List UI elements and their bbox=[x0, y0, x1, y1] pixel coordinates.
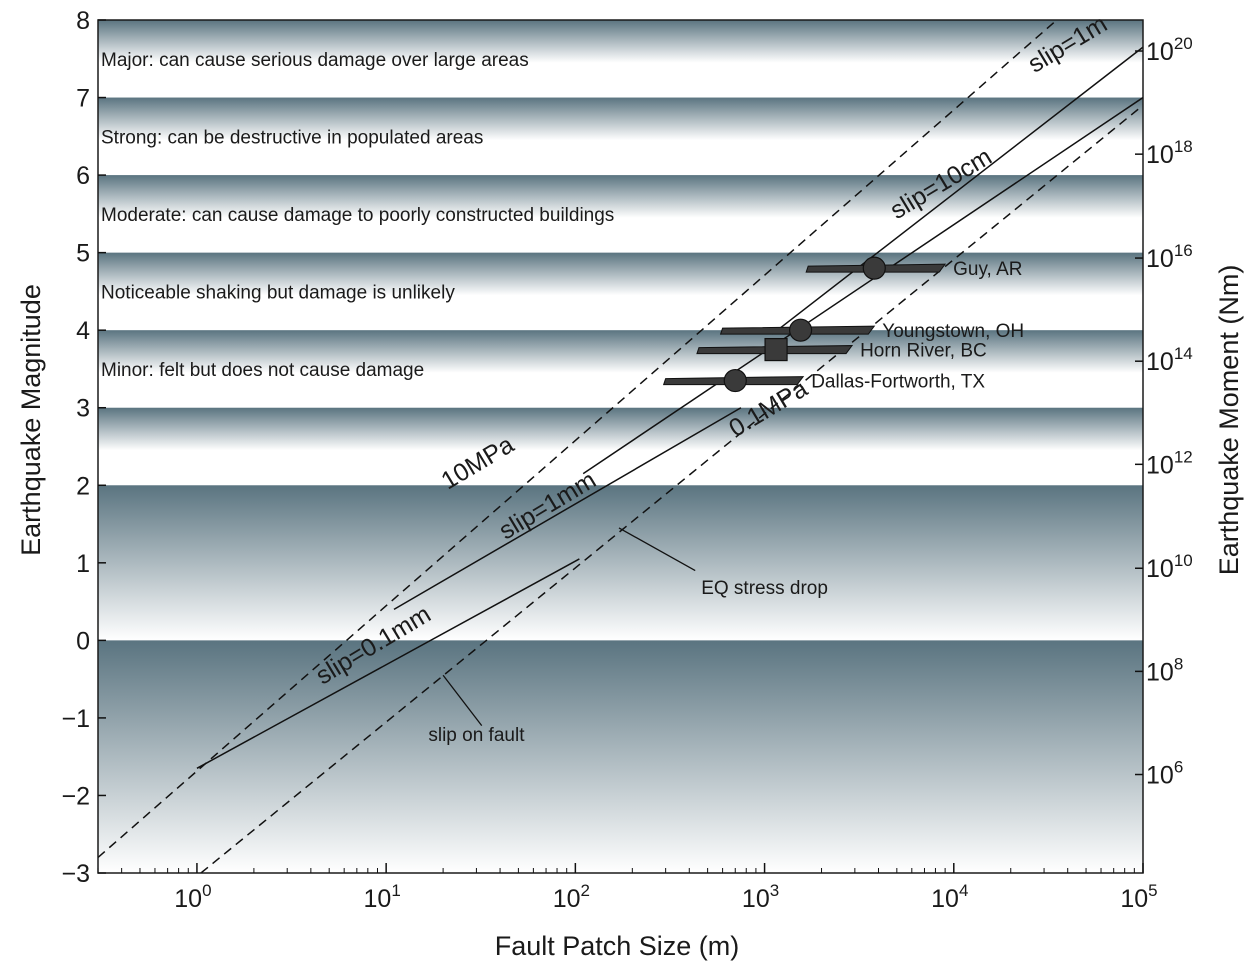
x-tick-label: 101 bbox=[364, 881, 401, 913]
y2-tick-label: 1014 bbox=[1146, 344, 1193, 376]
magnitude-band bbox=[98, 485, 1143, 641]
y2-tick-label: 1018 bbox=[1146, 137, 1193, 169]
y-tick-label: 1 bbox=[76, 550, 90, 578]
band-label: Major: can cause serious damage over lar… bbox=[101, 50, 529, 71]
y2-tick-label: 106 bbox=[1146, 758, 1183, 790]
x-tick-label: 105 bbox=[1120, 881, 1157, 913]
x-axis-title: Fault Patch Size (m) bbox=[495, 931, 740, 961]
earthquake-marker bbox=[862, 256, 886, 280]
y2-tick-label: 1012 bbox=[1146, 447, 1193, 479]
y2-tick-label: 1016 bbox=[1146, 241, 1193, 273]
y-tick-label: −3 bbox=[61, 860, 90, 888]
earthquake-label: Horn River, BC bbox=[860, 341, 987, 362]
earthquake-label: Youngstown, OH bbox=[882, 321, 1024, 342]
band-label: Noticeable shaking but damage is unlikel… bbox=[101, 282, 455, 303]
slip-line bbox=[771, 46, 1143, 335]
axes: 8 7 6 5 4 3 2 1 0 −1 −2 −3 100 101 102 103 104 105 1020 101… bbox=[61, 7, 1192, 913]
magnitude-band bbox=[98, 330, 1143, 408]
y-tick-label: −2 bbox=[61, 782, 90, 810]
stress-drop-line bbox=[200, 104, 1143, 873]
annotation-pointer bbox=[442, 674, 483, 727]
magnitude-band bbox=[98, 97, 1143, 176]
plot-frame bbox=[97, 19, 1144, 874]
earthquake-marker bbox=[764, 337, 788, 362]
y2-tick-label: 1020 bbox=[1146, 34, 1193, 66]
scaling-lines bbox=[98, 20, 1143, 873]
slip-line bbox=[582, 96, 1143, 475]
magnitude-band bbox=[98, 640, 1143, 873]
slip-line bbox=[196, 558, 580, 769]
x-tick-label: 102 bbox=[553, 881, 590, 913]
slip-line bbox=[393, 407, 742, 610]
earthquake-label: Guy, AR bbox=[953, 259, 1022, 280]
annotation-label: slip on fault bbox=[428, 725, 525, 746]
band-label: Strong: can be destructive in populated … bbox=[101, 127, 483, 148]
y2-axis-title: Earthquake Moment (Nm) bbox=[1214, 265, 1244, 576]
earthquake-marker bbox=[723, 368, 747, 393]
x-tick-label: 100 bbox=[174, 881, 211, 913]
magnitude-band bbox=[98, 252, 1143, 331]
magnitude-band bbox=[98, 407, 1143, 486]
y-tick-label: 2 bbox=[76, 472, 90, 500]
y-tick-label: 5 bbox=[76, 240, 90, 268]
y2-tick-label: 1010 bbox=[1146, 551, 1193, 583]
band-label: Moderate: can cause damage to poorly con… bbox=[101, 205, 614, 226]
earthquake-label: Dallas-Fortworth, TX bbox=[811, 372, 985, 393]
y-tick-label: 0 bbox=[76, 627, 90, 655]
y2-tick-label: 108 bbox=[1146, 654, 1183, 686]
magnitude-bands bbox=[98, 20, 1143, 873]
y-axis-title: Earthquake Magnitude bbox=[16, 284, 46, 556]
y-tick-label: 6 bbox=[76, 162, 90, 190]
stress-drop-line bbox=[98, 20, 1058, 859]
band-label: Minor: felt but does not cause damage bbox=[101, 360, 424, 381]
annotation-pointer bbox=[618, 527, 696, 572]
y-tick-label: 7 bbox=[76, 85, 90, 113]
y-tick-label: 3 bbox=[76, 395, 90, 423]
magnitude-band bbox=[98, 20, 1143, 98]
earthquake-marker bbox=[788, 318, 813, 342]
x-tick-label: 104 bbox=[931, 881, 968, 913]
x-tick-label: 103 bbox=[742, 881, 779, 913]
magnitude-band-labels: Major: can cause serious damage over lar… bbox=[101, 50, 614, 381]
y-tick-label: −1 bbox=[61, 705, 90, 733]
y-tick-label: 8 bbox=[76, 7, 90, 35]
y-tick-label: 4 bbox=[76, 317, 90, 345]
annotation-label: EQ stress drop bbox=[701, 578, 828, 599]
